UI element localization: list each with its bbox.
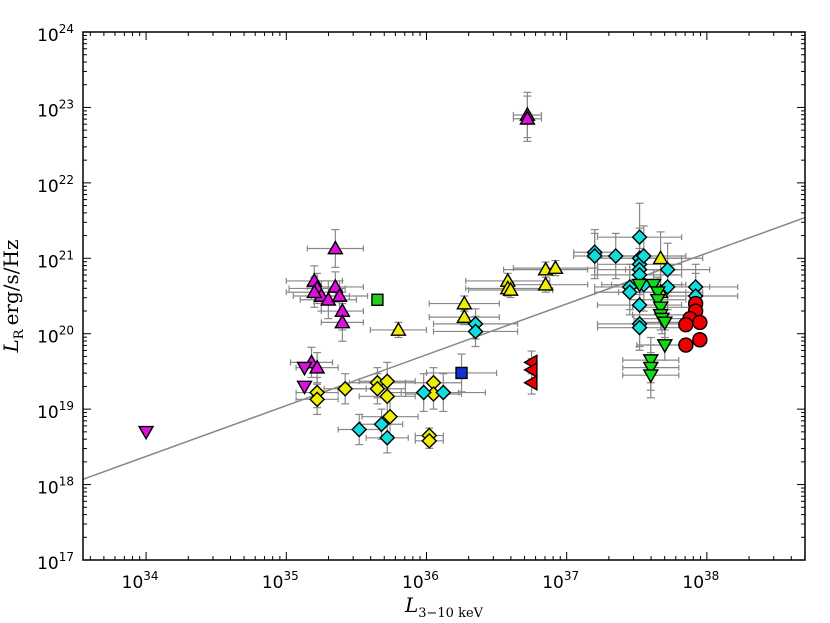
y-tick-label: 1023 xyxy=(37,97,74,121)
red-circles-point xyxy=(678,337,694,353)
red-circles-point xyxy=(678,316,694,333)
green-down-triangles-point xyxy=(642,361,659,377)
yellow-up-triangles-point xyxy=(390,321,407,336)
yellow-diamonds-point xyxy=(337,380,354,397)
magenta-up-triangles-point xyxy=(334,313,351,329)
x-axis-label: L3−10 keV xyxy=(404,593,484,621)
green-down-triangles-point xyxy=(642,354,659,369)
magenta-down-triangles-point xyxy=(296,361,313,377)
y-tick-label: 1019 xyxy=(37,399,74,423)
magenta-up-triangles-point xyxy=(306,283,323,299)
yellow-diamonds-point xyxy=(382,408,399,425)
cyan-diamonds-point xyxy=(379,429,396,446)
green-down-triangles-point xyxy=(656,316,674,331)
yellow-up-triangles-point xyxy=(456,308,473,324)
red-left-triangles-point xyxy=(523,361,538,379)
cyan-diamonds-point xyxy=(631,229,648,246)
magenta-up-triangles-point xyxy=(320,291,337,306)
green-square-point xyxy=(371,293,384,306)
red-circles-point xyxy=(692,332,708,348)
x-tick-label: 1035 xyxy=(262,569,299,593)
x-tick-label: 1038 xyxy=(682,569,719,593)
cyan-diamonds-point xyxy=(659,278,676,295)
green-down-triangles-point xyxy=(656,339,674,354)
y-tick-label: 1020 xyxy=(37,324,74,348)
magenta-down-triangles-point xyxy=(137,425,155,441)
green-down-triangles-point xyxy=(642,369,659,384)
cyan-diamonds-point xyxy=(607,248,624,265)
y-tick-label: 1017 xyxy=(37,550,74,574)
y-tick-label: 1018 xyxy=(37,475,74,499)
yellow-up-triangles-point xyxy=(502,281,519,296)
cyan-diamonds-point xyxy=(621,284,638,301)
cyan-diamonds-point xyxy=(467,323,484,340)
magenta-down-triangles-point xyxy=(296,380,313,395)
x-tick-label: 1037 xyxy=(542,569,579,593)
yellow-diamonds-point xyxy=(421,432,438,449)
blue-square-point xyxy=(455,366,468,380)
y-tick-label: 1021 xyxy=(37,248,74,272)
green-down-triangles-point xyxy=(631,278,648,294)
magenta-up-triangles-point xyxy=(519,110,536,125)
y-tick-label: 1022 xyxy=(37,173,74,197)
trend-line xyxy=(83,216,805,480)
green-down-triangles-point xyxy=(645,278,662,294)
cyan-diamonds-point xyxy=(635,248,652,265)
x-tick-label: 1034 xyxy=(122,569,159,593)
cyan-diamonds-point xyxy=(435,384,452,401)
red-circles-point xyxy=(692,314,708,331)
y-axis-label: LRerg/s/Hz xyxy=(0,240,27,354)
green-down-triangles-point xyxy=(649,286,667,301)
yellow-up-triangles-point xyxy=(652,249,669,265)
cyan-diamonds-point xyxy=(351,421,368,438)
yellow-diamonds-point xyxy=(309,391,326,408)
green-down-triangles-point xyxy=(652,301,669,316)
plot-frame xyxy=(82,31,806,561)
cyan-diamonds-point xyxy=(631,297,648,314)
cyan-diamonds-point xyxy=(586,248,603,265)
magenta-up-triangles-point xyxy=(331,287,348,302)
yellow-diamonds-point xyxy=(369,380,386,397)
yellow-diamonds-point xyxy=(379,373,396,390)
magenta-up-triangles-point xyxy=(308,359,326,374)
cyan-diamonds-point xyxy=(373,416,390,433)
yellow-up-triangles-point xyxy=(547,259,564,275)
cyan-diamonds-point xyxy=(415,384,432,401)
green-down-triangles-point xyxy=(649,293,667,309)
magenta-up-triangles-point xyxy=(327,240,344,255)
y-tick-label: 1024 xyxy=(37,22,74,46)
yellow-up-triangles-point xyxy=(537,276,554,291)
cyan-diamonds-point xyxy=(631,319,648,336)
x-tick-label: 1036 xyxy=(402,569,439,593)
yellow-diamonds-point xyxy=(379,388,396,405)
cyan-diamonds-point xyxy=(659,261,676,278)
red-left-triangles-point xyxy=(523,374,538,391)
